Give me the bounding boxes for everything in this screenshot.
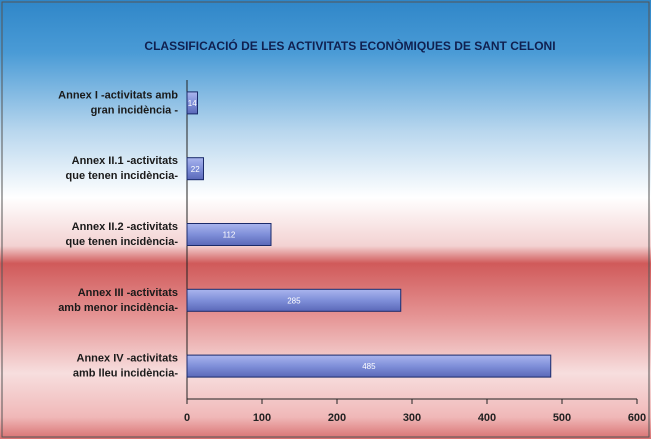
- x-tick-label: 500: [553, 412, 571, 424]
- data-label: 285: [287, 296, 301, 305]
- y-tick-label-line: que tenen incidència-: [66, 236, 179, 248]
- x-tick-label: 200: [328, 412, 346, 424]
- x-tick-label: 400: [478, 412, 496, 424]
- bar: [186, 288, 402, 312]
- x-tick-label: 100: [253, 412, 271, 424]
- bar: [186, 354, 552, 378]
- x-tick-label: 300: [403, 412, 421, 424]
- y-tick-label-line: amb lleu incidència-: [73, 368, 178, 380]
- data-label: 22: [191, 165, 200, 174]
- y-tick-label-line: que tenen incidència-: [66, 170, 179, 182]
- y-tick-label-line: gran incidència -: [91, 104, 179, 116]
- y-tick-label-line: Annex IV -activitats: [77, 353, 178, 365]
- y-tick-label: Annex IV -activitats amb lleu incidència-: [73, 353, 178, 380]
- y-tick-label-line: Annex I -activitats amb: [58, 89, 178, 101]
- bar: [186, 91, 198, 115]
- y-tick-label: Annex II.2 -activitats que tenen incidènc…: [66, 221, 179, 248]
- chart-title: CLASSIFICACIÓ DE LES ACTIVITATS ECONÒMIQ…: [144, 38, 555, 53]
- data-label: 485: [362, 362, 376, 371]
- x-tick-label: 0: [184, 412, 190, 424]
- data-label: 14: [188, 99, 197, 108]
- y-tick-label-line: amb menor incidència-: [58, 302, 178, 314]
- bar: [186, 157, 204, 181]
- y-tick-label-line: Annex III -activitats: [78, 287, 178, 299]
- data-label: 112: [223, 231, 236, 240]
- y-tick-label: Annex III -activitats amb menor incidènci…: [58, 287, 178, 314]
- y-tick-label-line: Annex II.2 -activitats: [72, 221, 178, 233]
- y-tick-label-line: Annex II.1 -activitats: [72, 155, 178, 167]
- x-tick-label: 600: [628, 412, 646, 424]
- y-tick-label: Annex II.1 -activitats que tenen incidènc…: [66, 155, 179, 182]
- bar: [186, 223, 272, 246]
- y-tick-label: Annex I -activitats amb gran incidència -: [58, 89, 178, 116]
